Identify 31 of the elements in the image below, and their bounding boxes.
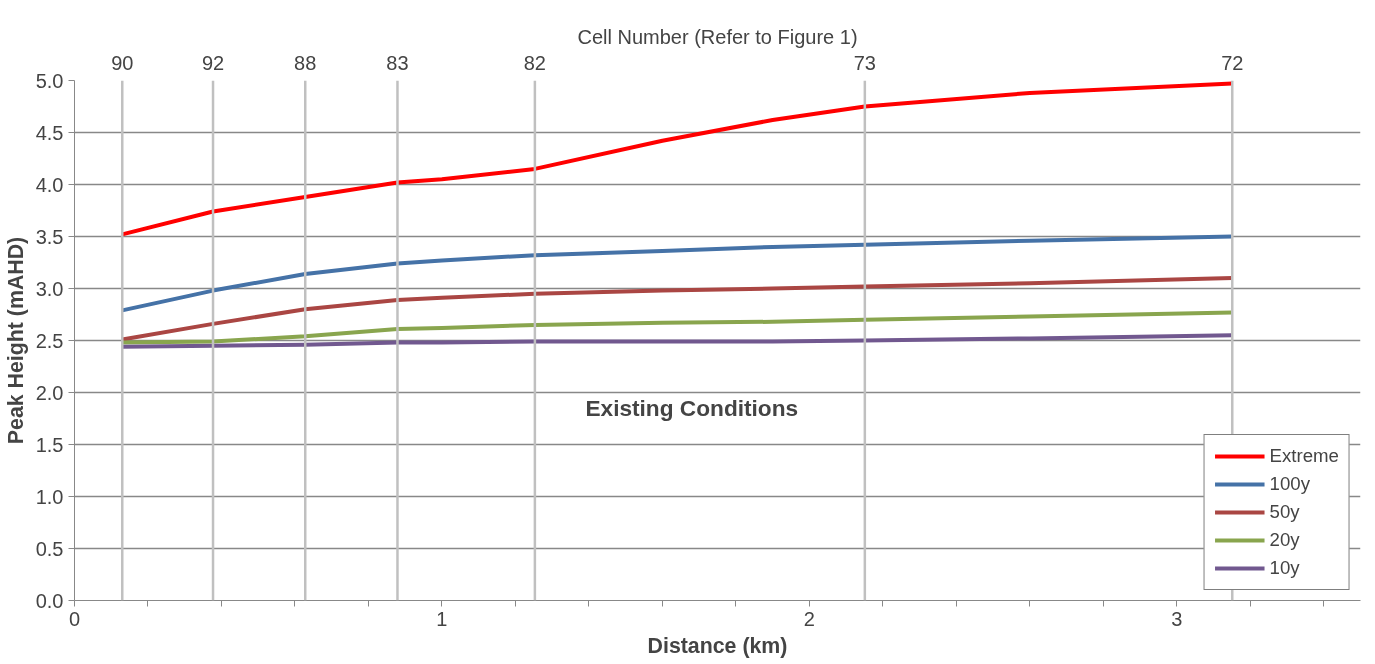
y-tick-label: 2.0 <box>35 381 64 404</box>
text: Cell Number (Refer to Figure 1) <box>577 25 858 48</box>
x-tick-label: 0 <box>68 607 81 630</box>
y-tick-label: 1.5 <box>35 433 64 456</box>
x-tick-label: 1 <box>436 607 448 630</box>
text: 88 <box>294 51 317 74</box>
y-tick-label: 0.5 <box>35 537 64 560</box>
text: 82 <box>523 51 547 74</box>
legend-label: 10y <box>1269 557 1300 579</box>
text: 83 <box>386 51 409 74</box>
y-axis-title: Peak Height (mAHD) <box>3 236 28 445</box>
y-tick-label: 3.5 <box>35 225 64 248</box>
legend-label: 20y <box>1269 529 1300 551</box>
x-tick-label: 2 <box>803 607 815 630</box>
text: 90 <box>111 51 134 74</box>
y-tick-label: 5.0 <box>35 69 64 92</box>
y-tick-label: 4.0 <box>35 173 64 196</box>
text: 73 <box>853 51 876 74</box>
y-tick-label: 1.0 <box>35 485 64 508</box>
y-tick-label: 4.5 <box>35 121 64 144</box>
y-tick-label: 2.5 <box>35 329 64 352</box>
annotation: Existing Conditions <box>585 395 799 422</box>
x-tick-label: 3 <box>1171 607 1183 630</box>
y-tick-label: 0.0 <box>35 589 64 612</box>
x-axis-title: Distance (km) <box>647 633 788 658</box>
text: 92 <box>201 51 225 74</box>
y-tick-label: 3.0 <box>35 277 64 300</box>
legend-label: Extreme <box>1269 445 1339 467</box>
text: 72 <box>1221 51 1244 74</box>
legend-label: 50y <box>1269 501 1300 523</box>
legend-label: 100y <box>1269 473 1310 495</box>
